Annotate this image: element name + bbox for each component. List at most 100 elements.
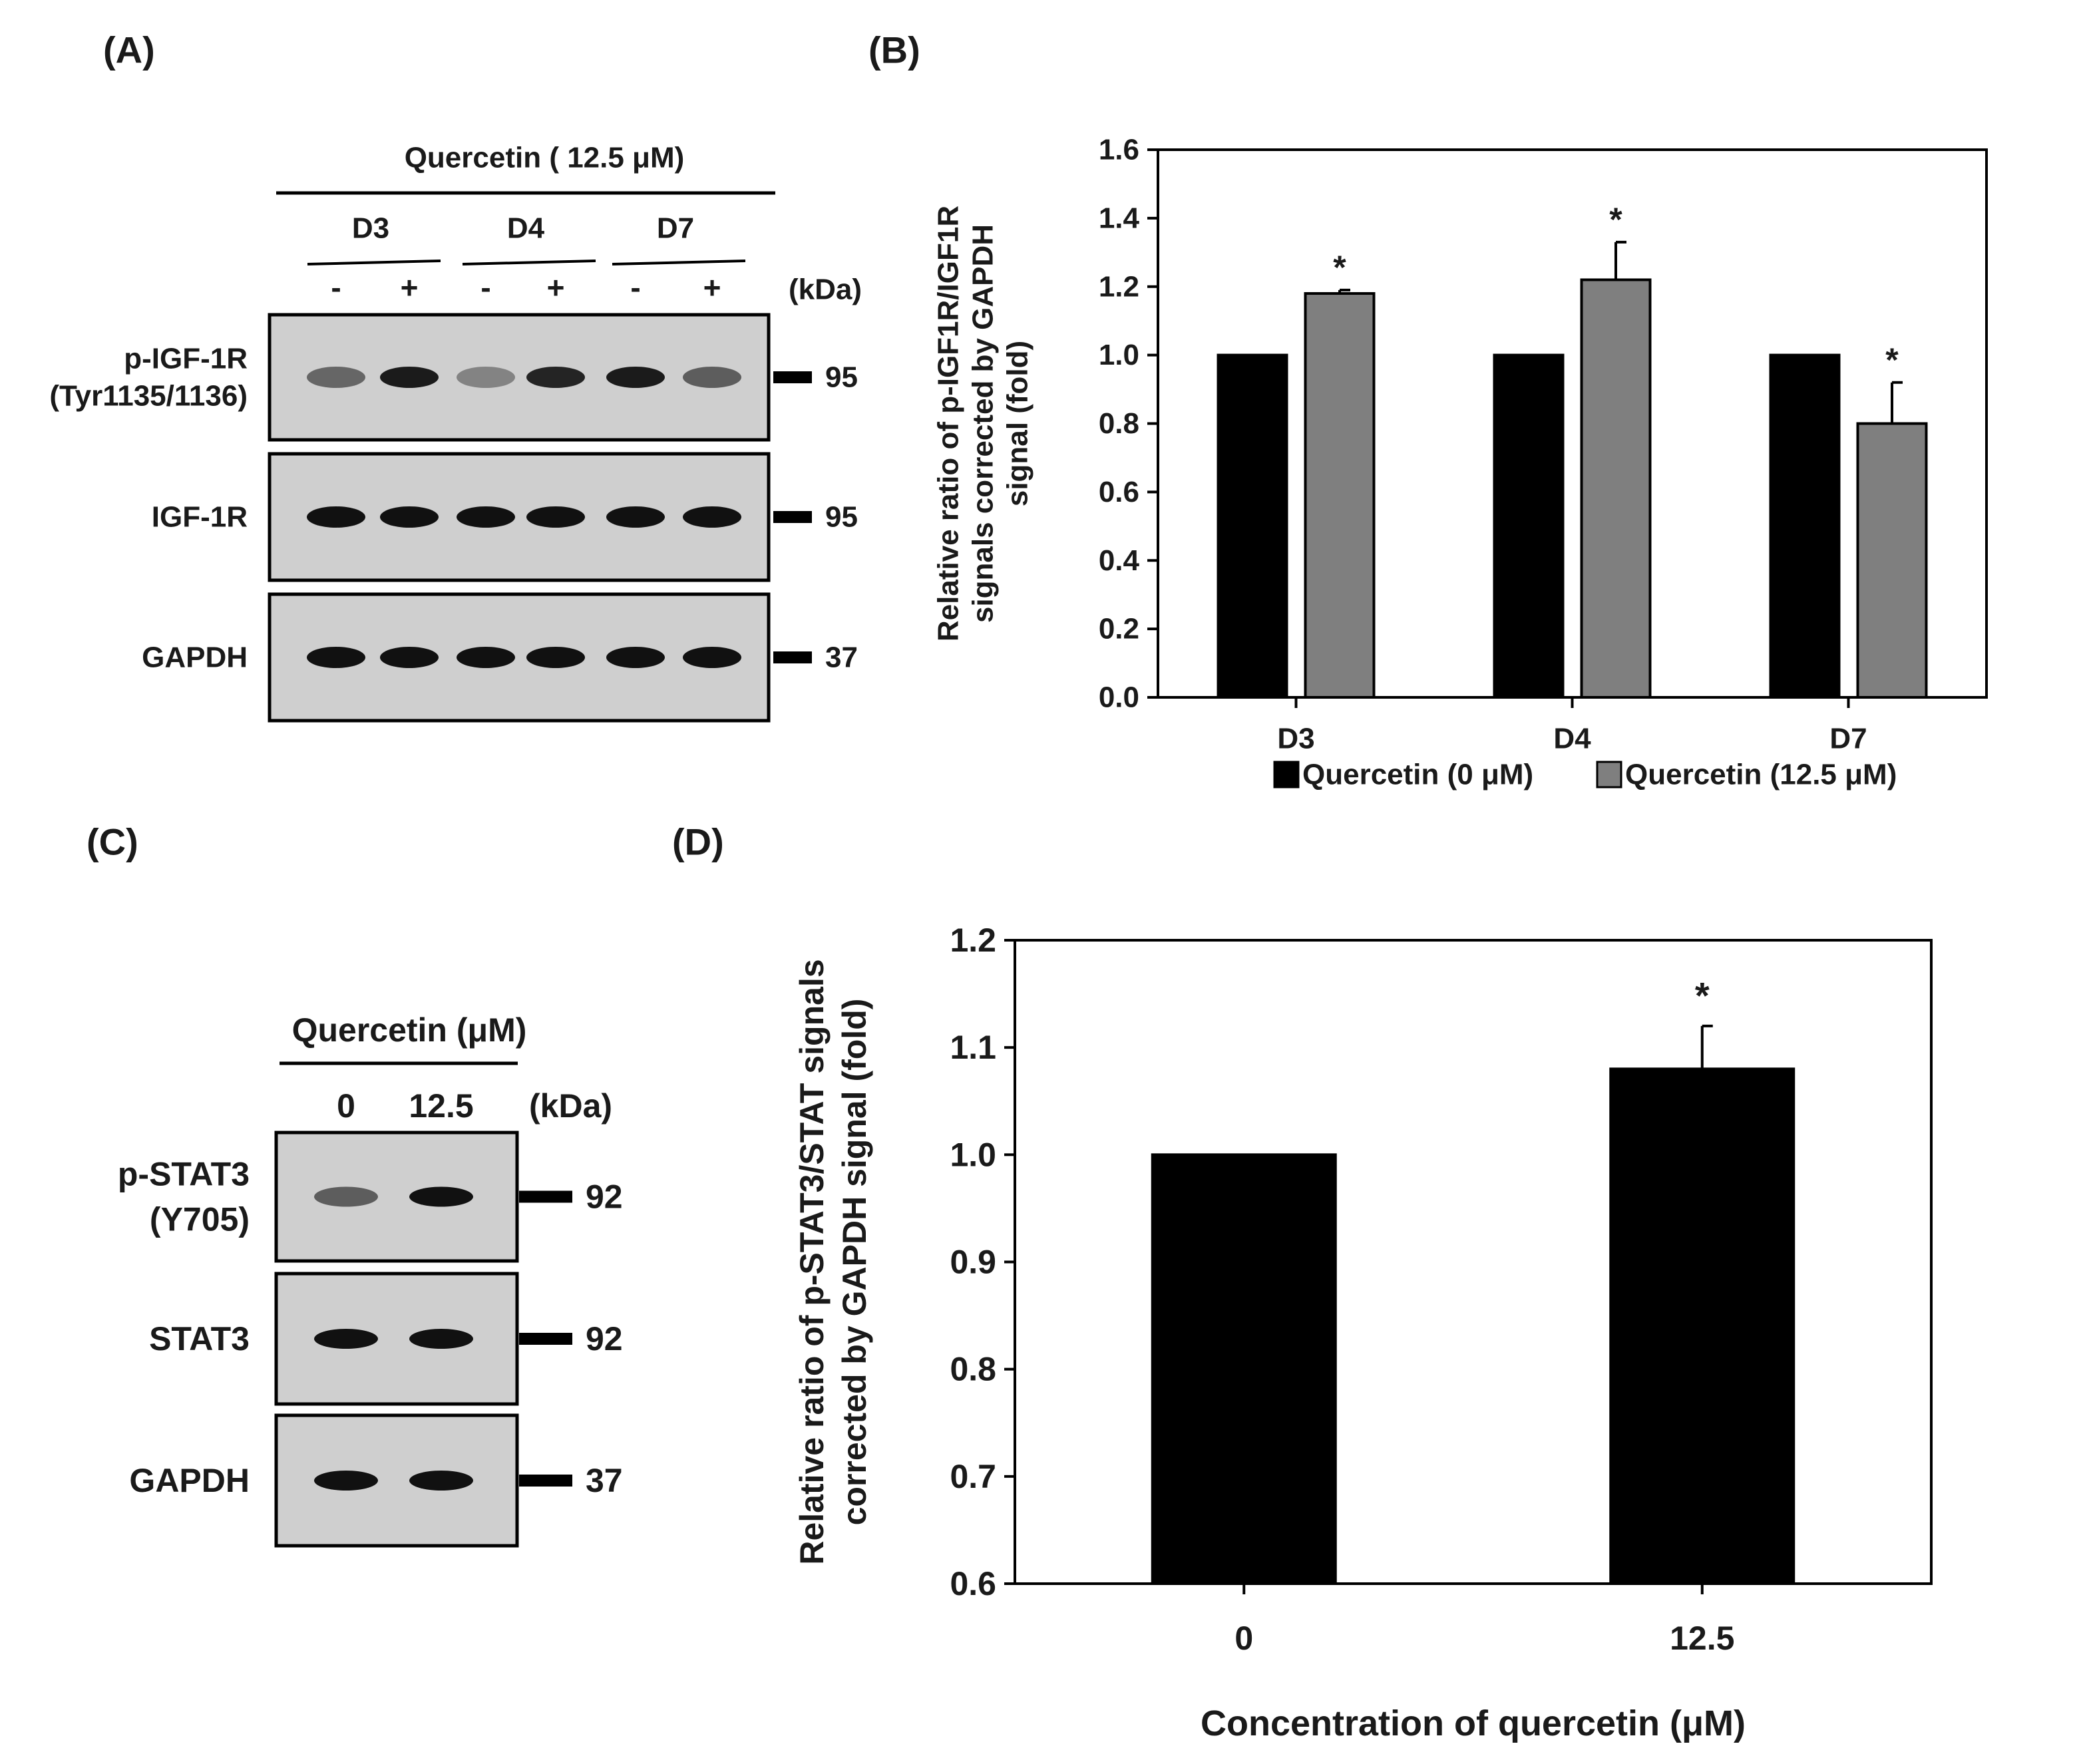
panel-c-band	[314, 1186, 378, 1207]
chart-d-y-axis-label: corrected by GAPDH signal (fold)	[836, 999, 873, 1526]
chart-b-legend-swatch-0	[1273, 761, 1300, 789]
panel-a-blot-name: IGF-1R	[152, 501, 248, 534]
panel-c-kda-label: (kDa)	[529, 1087, 612, 1125]
panel-c-blot-name: GAPDH	[129, 1462, 250, 1499]
chart-d-bar-quercetin-12.5	[1609, 1067, 1796, 1585]
panel-a-blot-name: GAPDH	[142, 641, 248, 674]
panel-a-kda-value: 95	[825, 361, 858, 394]
chart-b-significance-marker: *	[1333, 249, 1346, 286]
panel-a-blot-name: p-IGF-1R	[124, 343, 248, 375]
chart-b-y-tick-label: 0.2	[1099, 613, 1139, 645]
panel-c-marker-tick	[519, 1333, 572, 1345]
panel-a-treatment: Quercetin ( 12.5 μM)	[405, 142, 685, 174]
panel-a-kda-value: 95	[825, 501, 858, 534]
panel-c-blot-name: p-STAT3	[118, 1156, 250, 1193]
panel-c-kda-value: 92	[586, 1320, 623, 1357]
chart-b-bar-quercetin-0-m--d4	[1493, 353, 1565, 699]
panel-a-band	[683, 506, 741, 528]
chart-b-legend-label: Quercetin (12.5 μM)	[1625, 759, 1897, 791]
chart-b-significance-marker: *	[1609, 201, 1622, 238]
panel-a-day-line	[307, 260, 441, 265]
panel-a-kda-value: 37	[825, 641, 858, 674]
panel-c-band	[314, 1471, 378, 1491]
panel-c-blot-2	[274, 1272, 519, 1406]
chart-d-y-tick-label: 1.1	[950, 1029, 996, 1066]
chart-b-bar-quercetin-12-5-m--d4	[1580, 278, 1652, 699]
chart-b-y-axis-label: signals corrected by GAPDH	[967, 224, 1000, 623]
chart-b-y-axis-label: signal (fold)	[1002, 341, 1034, 506]
panel-c-band	[409, 1471, 473, 1491]
panel-a-blot-name: (Tyr1135/1136)	[49, 380, 248, 413]
panel-c-blot-name: (Y705)	[150, 1201, 250, 1238]
panel-a-lane-sign: +	[547, 270, 565, 305]
panel-a-kda-label: (kDa)	[789, 273, 862, 306]
panel-a-band	[307, 647, 365, 668]
panel-a-band	[606, 647, 665, 668]
panel-a-band	[457, 506, 515, 528]
chart-d-category-label: 0	[1234, 1620, 1253, 1657]
chart-b-legend-swatch-1	[1596, 761, 1622, 789]
panel-a-marker-tick	[773, 371, 812, 383]
panel-c-blot-3	[274, 1413, 519, 1548]
panel-c-label: (C)	[87, 821, 138, 863]
panel-c-blot-name: STAT3	[149, 1320, 250, 1357]
chart-b-y-axis-label: Relative ratio of p-IGF1R/IGF1R	[932, 206, 965, 641]
chart-b-category-label: D4	[1553, 723, 1591, 755]
panel-a-marker-tick	[773, 651, 812, 663]
chart-d-y-tick-label: 0.9	[950, 1244, 996, 1281]
chart-d-y-axis-label: Relative ratio of p-STAT3/STAT signals	[793, 959, 831, 1564]
panel-a-lane-sign: -	[630, 270, 640, 305]
panel-a-band	[457, 367, 515, 388]
chart-d-y-tick-label: 1.0	[950, 1136, 996, 1173]
panel-a-day-line	[612, 260, 746, 265]
panel-a-band	[526, 367, 585, 388]
panel-a-band	[683, 367, 741, 388]
panel-c-blot-1	[274, 1131, 519, 1263]
panel-a-band	[307, 367, 365, 388]
panel-c-band	[409, 1329, 473, 1349]
chart-d-category-label: 12.5	[1670, 1620, 1734, 1657]
panel-a-band	[606, 506, 665, 528]
chart-b-category-label: D3	[1277, 723, 1314, 755]
panel-c-band	[409, 1186, 473, 1207]
panel-a-band	[526, 506, 585, 528]
chart-b-y-tick-label: 1.2	[1099, 270, 1139, 303]
chart-b-legend-label: Quercetin (0 μM)	[1302, 759, 1533, 791]
panel-a-day-label: D4	[507, 212, 545, 245]
chart-b-y-tick-label: 1.0	[1099, 339, 1139, 371]
chart-b-category-label: D7	[1829, 723, 1867, 755]
chart-b-bar-quercetin-12-5-m--d3	[1304, 292, 1376, 699]
chart-b-y-tick-label: 1.4	[1099, 202, 1140, 234]
chart-b-y-tick-label: 0.0	[1099, 681, 1139, 714]
panel-a-day-line	[462, 260, 596, 265]
panel-a-lane-sign: -	[331, 270, 341, 305]
chart-d-y-tick-label: 0.7	[950, 1458, 996, 1495]
panel-a-band	[606, 367, 665, 388]
panel-a-band	[457, 647, 515, 668]
panel-c-band	[314, 1329, 378, 1349]
panel-b-label: (B)	[868, 29, 920, 71]
chart-b-y-tick-label: 1.6	[1099, 134, 1139, 166]
chart-d-y-tick-label: 0.6	[950, 1565, 996, 1602]
panel-a-lane-sign: +	[703, 270, 721, 305]
chart-b-significance-marker: *	[1885, 341, 1899, 379]
panel-a-band	[307, 506, 365, 528]
panel-a-lane-sign: +	[401, 270, 419, 305]
chart-d-y-tick-label: 0.8	[950, 1351, 996, 1388]
chart-b-y-tick-label: 0.8	[1099, 407, 1139, 440]
chart-b-bar-quercetin-12-5-m--d7	[1856, 422, 1928, 699]
chart-b-y-tick-label: 0.6	[1099, 476, 1139, 508]
panel-c-treatment: Quercetin (μM)	[292, 1011, 527, 1049]
panel-c-marker-tick	[519, 1190, 572, 1203]
chart-b-bar-quercetin-0-m--d7	[1769, 353, 1841, 699]
panel-a-marker-tick	[773, 511, 812, 523]
chart-b-y-tick-label: 0.4	[1099, 544, 1140, 577]
chart-d-significance-marker: *	[1695, 974, 1710, 1016]
panel-c-kda-value: 37	[586, 1462, 623, 1499]
panel-a-band	[683, 647, 741, 668]
panel-a-band	[526, 647, 585, 668]
panel-a-label: (A)	[103, 29, 155, 71]
panel-a-lane-sign: -	[480, 270, 490, 305]
panel-d-label: (D)	[672, 821, 724, 863]
